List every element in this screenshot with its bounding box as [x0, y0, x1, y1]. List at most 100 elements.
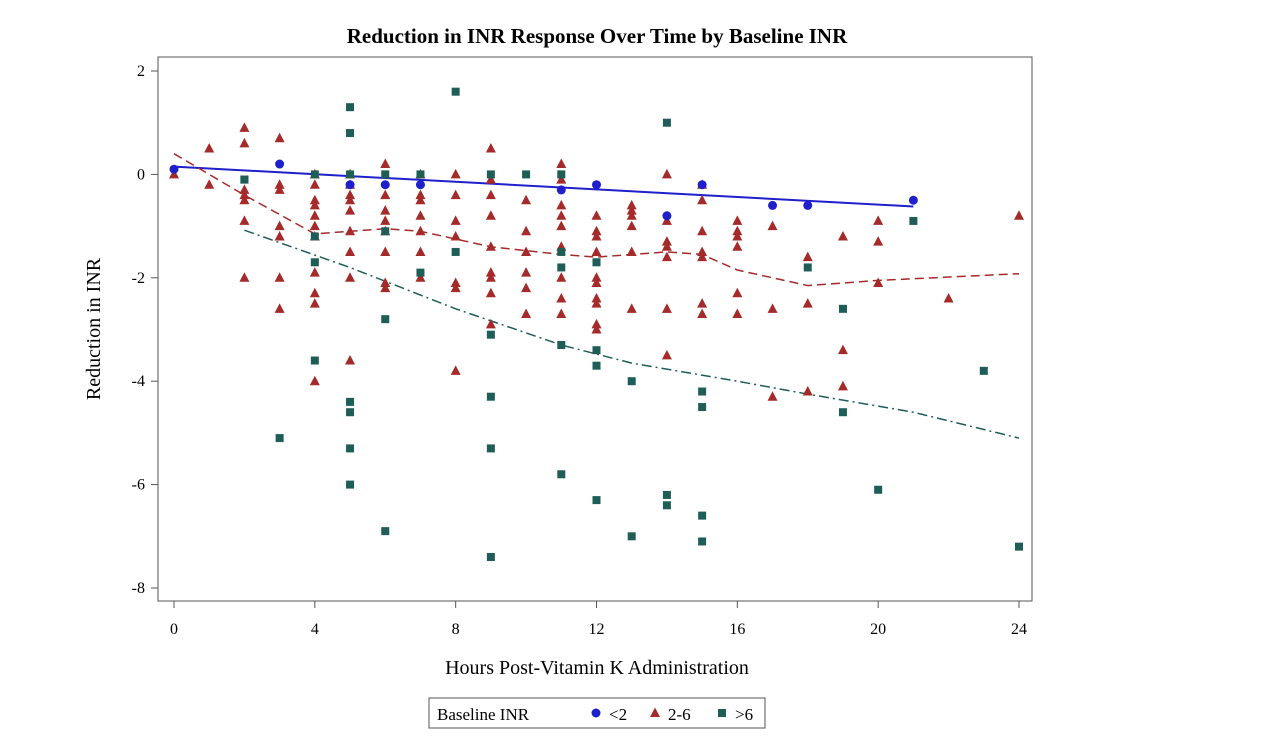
- data-point-series-2: [557, 470, 566, 479]
- data-point-series-1: [345, 272, 356, 282]
- trend-line-series-1: [173, 153, 1020, 287]
- data-point-series-1: [450, 277, 461, 287]
- data-point-series-1: [591, 230, 602, 241]
- data-point-series-1: [732, 287, 743, 298]
- data-point-series-1: [1014, 210, 1024, 220]
- data-point-series-1: [521, 246, 532, 256]
- data-point-series-1: [345, 355, 356, 365]
- data-point-series-2: [592, 346, 601, 355]
- data-point-series-2: [451, 87, 460, 96]
- data-point-series-1: [591, 277, 602, 287]
- data-point-series-2: [874, 485, 883, 494]
- data-point-series-1: [732, 225, 743, 236]
- data-point-series-2: [346, 170, 355, 179]
- data-point-series-2: [698, 403, 707, 412]
- data-point-series-1: [591, 225, 602, 236]
- data-point-series-0: [697, 180, 707, 190]
- data-point-series-1: [661, 251, 672, 262]
- data-point-series-1: [697, 246, 708, 256]
- data-point-series-2: [416, 268, 425, 277]
- data-point-series-2: [486, 552, 495, 561]
- data-point-series-2: [346, 408, 355, 417]
- data-point-series-1: [239, 189, 250, 200]
- data-point-series-1: [521, 194, 532, 205]
- data-point-series-1: [274, 132, 285, 143]
- data-point-series-1: [380, 189, 391, 200]
- y-tick-label: -6: [132, 477, 145, 494]
- data-point-series-1: [309, 220, 320, 231]
- data-point-series-2: [381, 170, 390, 179]
- data-point-series-2: [346, 397, 355, 406]
- data-point-series-2: [310, 258, 319, 267]
- chart-title: Reduction in INR Response Over Time by B…: [347, 24, 848, 48]
- data-point-series-1: [274, 184, 285, 194]
- data-point-series-1: [873, 277, 884, 287]
- data-point-series-1: [415, 210, 426, 220]
- data-point-series-0: [556, 185, 566, 195]
- data-point-series-0: [662, 211, 672, 221]
- data-point-series-1: [450, 365, 461, 375]
- data-point-series-0: [908, 195, 918, 205]
- data-point-series-1: [697, 251, 708, 262]
- data-point-series-1: [450, 215, 461, 225]
- data-point-series-1: [591, 298, 602, 308]
- data-point-series-1: [345, 205, 356, 215]
- data-point-series-0: [380, 180, 390, 190]
- data-point-series-1: [450, 230, 461, 241]
- x-tick-label: 4: [311, 621, 319, 638]
- x-tick-label: 12: [589, 621, 605, 638]
- data-point-series-2: [381, 527, 390, 536]
- data-point-series-2: [592, 258, 601, 267]
- data-point-series-1: [415, 225, 426, 236]
- data-point-series-1: [697, 308, 708, 318]
- data-point-series-1: [239, 194, 250, 205]
- data-point-series-1: [485, 267, 496, 277]
- data-point-series-2: [909, 216, 918, 225]
- data-point-series-2: [522, 170, 531, 179]
- data-point-series-1: [767, 391, 778, 401]
- data-point-series-2: [698, 511, 707, 520]
- data-point-series-1: [450, 189, 461, 200]
- x-tick-label: 16: [729, 621, 745, 638]
- data-point-series-1: [239, 272, 250, 282]
- data-point-series-1: [204, 179, 215, 189]
- data-point-series-1: [661, 303, 672, 313]
- data-markers: [169, 87, 1024, 561]
- data-point-series-1: [556, 272, 567, 282]
- data-point-series-2: [486, 170, 495, 179]
- y-axis-label: Reduction in INR: [83, 257, 105, 400]
- data-point-series-1: [274, 303, 285, 313]
- data-point-series-2: [662, 501, 671, 510]
- data-point-series-1: [556, 308, 567, 318]
- data-point-series-2: [486, 330, 495, 339]
- data-point-series-2: [662, 118, 671, 127]
- data-point-series-2: [275, 434, 284, 443]
- data-point-series-1: [204, 143, 215, 153]
- data-point-series-2: [557, 247, 566, 256]
- data-point-series-1: [274, 179, 285, 189]
- data-point-series-1: [837, 344, 848, 355]
- data-point-series-1: [661, 241, 672, 251]
- data-point-series-1: [345, 194, 356, 205]
- data-point-series-1: [485, 210, 496, 220]
- data-point-series-1: [380, 246, 391, 256]
- data-point-series-1: [309, 375, 320, 386]
- legend-label: <2: [609, 705, 627, 724]
- data-point-series-0: [345, 180, 355, 190]
- data-point-series-0: [803, 200, 813, 210]
- data-point-series-1: [697, 225, 708, 236]
- data-point-series-2: [557, 341, 566, 350]
- data-point-series-2: [310, 170, 319, 179]
- data-point-series-1: [485, 174, 496, 184]
- data-point-series-2: [346, 129, 355, 138]
- data-point-series-1: [380, 158, 391, 169]
- y-tick-label: -4: [132, 373, 145, 390]
- data-point-series-0: [275, 159, 285, 169]
- legend-label: 2-6: [668, 705, 691, 724]
- data-point-series-1: [873, 236, 884, 246]
- y-tick-label: 2: [137, 63, 145, 80]
- data-point-series-2: [381, 227, 390, 236]
- data-point-series-1: [732, 215, 743, 225]
- data-point-series-1: [556, 199, 567, 210]
- data-point-series-2: [1015, 542, 1023, 551]
